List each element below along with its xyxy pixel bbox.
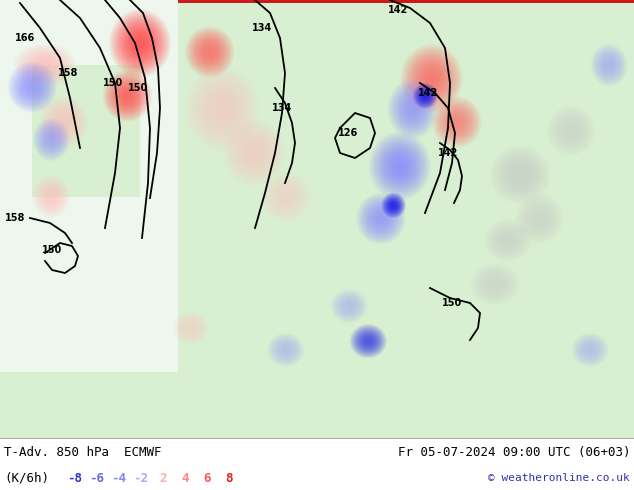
Text: 150: 150 — [103, 78, 123, 88]
Text: 150: 150 — [42, 245, 62, 255]
Text: Fr 05-07-2024 09:00 UTC (06+03): Fr 05-07-2024 09:00 UTC (06+03) — [398, 445, 630, 459]
Text: © weatheronline.co.uk: © weatheronline.co.uk — [488, 473, 630, 483]
Text: 6: 6 — [204, 471, 210, 485]
Text: 134: 134 — [272, 103, 292, 113]
Text: 150: 150 — [128, 83, 148, 93]
Text: 126: 126 — [338, 128, 358, 138]
Text: 166: 166 — [15, 33, 35, 43]
Text: 8: 8 — [225, 471, 233, 485]
Text: 4: 4 — [181, 471, 189, 485]
Text: -6: -6 — [89, 471, 105, 485]
Text: 134: 134 — [252, 23, 272, 33]
Text: 150: 150 — [442, 298, 462, 308]
Text: T-Adv. 850 hPa  ECMWF: T-Adv. 850 hPa ECMWF — [4, 445, 162, 459]
Text: 158: 158 — [58, 68, 78, 78]
Text: -8: -8 — [67, 471, 82, 485]
Text: (K/6h): (K/6h) — [4, 471, 49, 485]
Text: 142: 142 — [418, 88, 438, 98]
Text: 142: 142 — [388, 5, 408, 15]
Text: 2: 2 — [159, 471, 167, 485]
Text: 142: 142 — [438, 148, 458, 158]
Text: 158: 158 — [5, 213, 25, 223]
Text: -4: -4 — [112, 471, 127, 485]
Text: -2: -2 — [134, 471, 148, 485]
